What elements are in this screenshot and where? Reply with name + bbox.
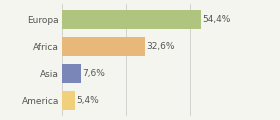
Bar [62, 37, 145, 56]
Bar [62, 91, 76, 110]
Text: 54,4%: 54,4% [202, 15, 231, 24]
Text: 32,6%: 32,6% [146, 42, 175, 51]
Text: 5,4%: 5,4% [77, 96, 99, 105]
Text: 7,6%: 7,6% [82, 69, 105, 78]
Bar [62, 10, 201, 29]
Bar [62, 64, 81, 83]
